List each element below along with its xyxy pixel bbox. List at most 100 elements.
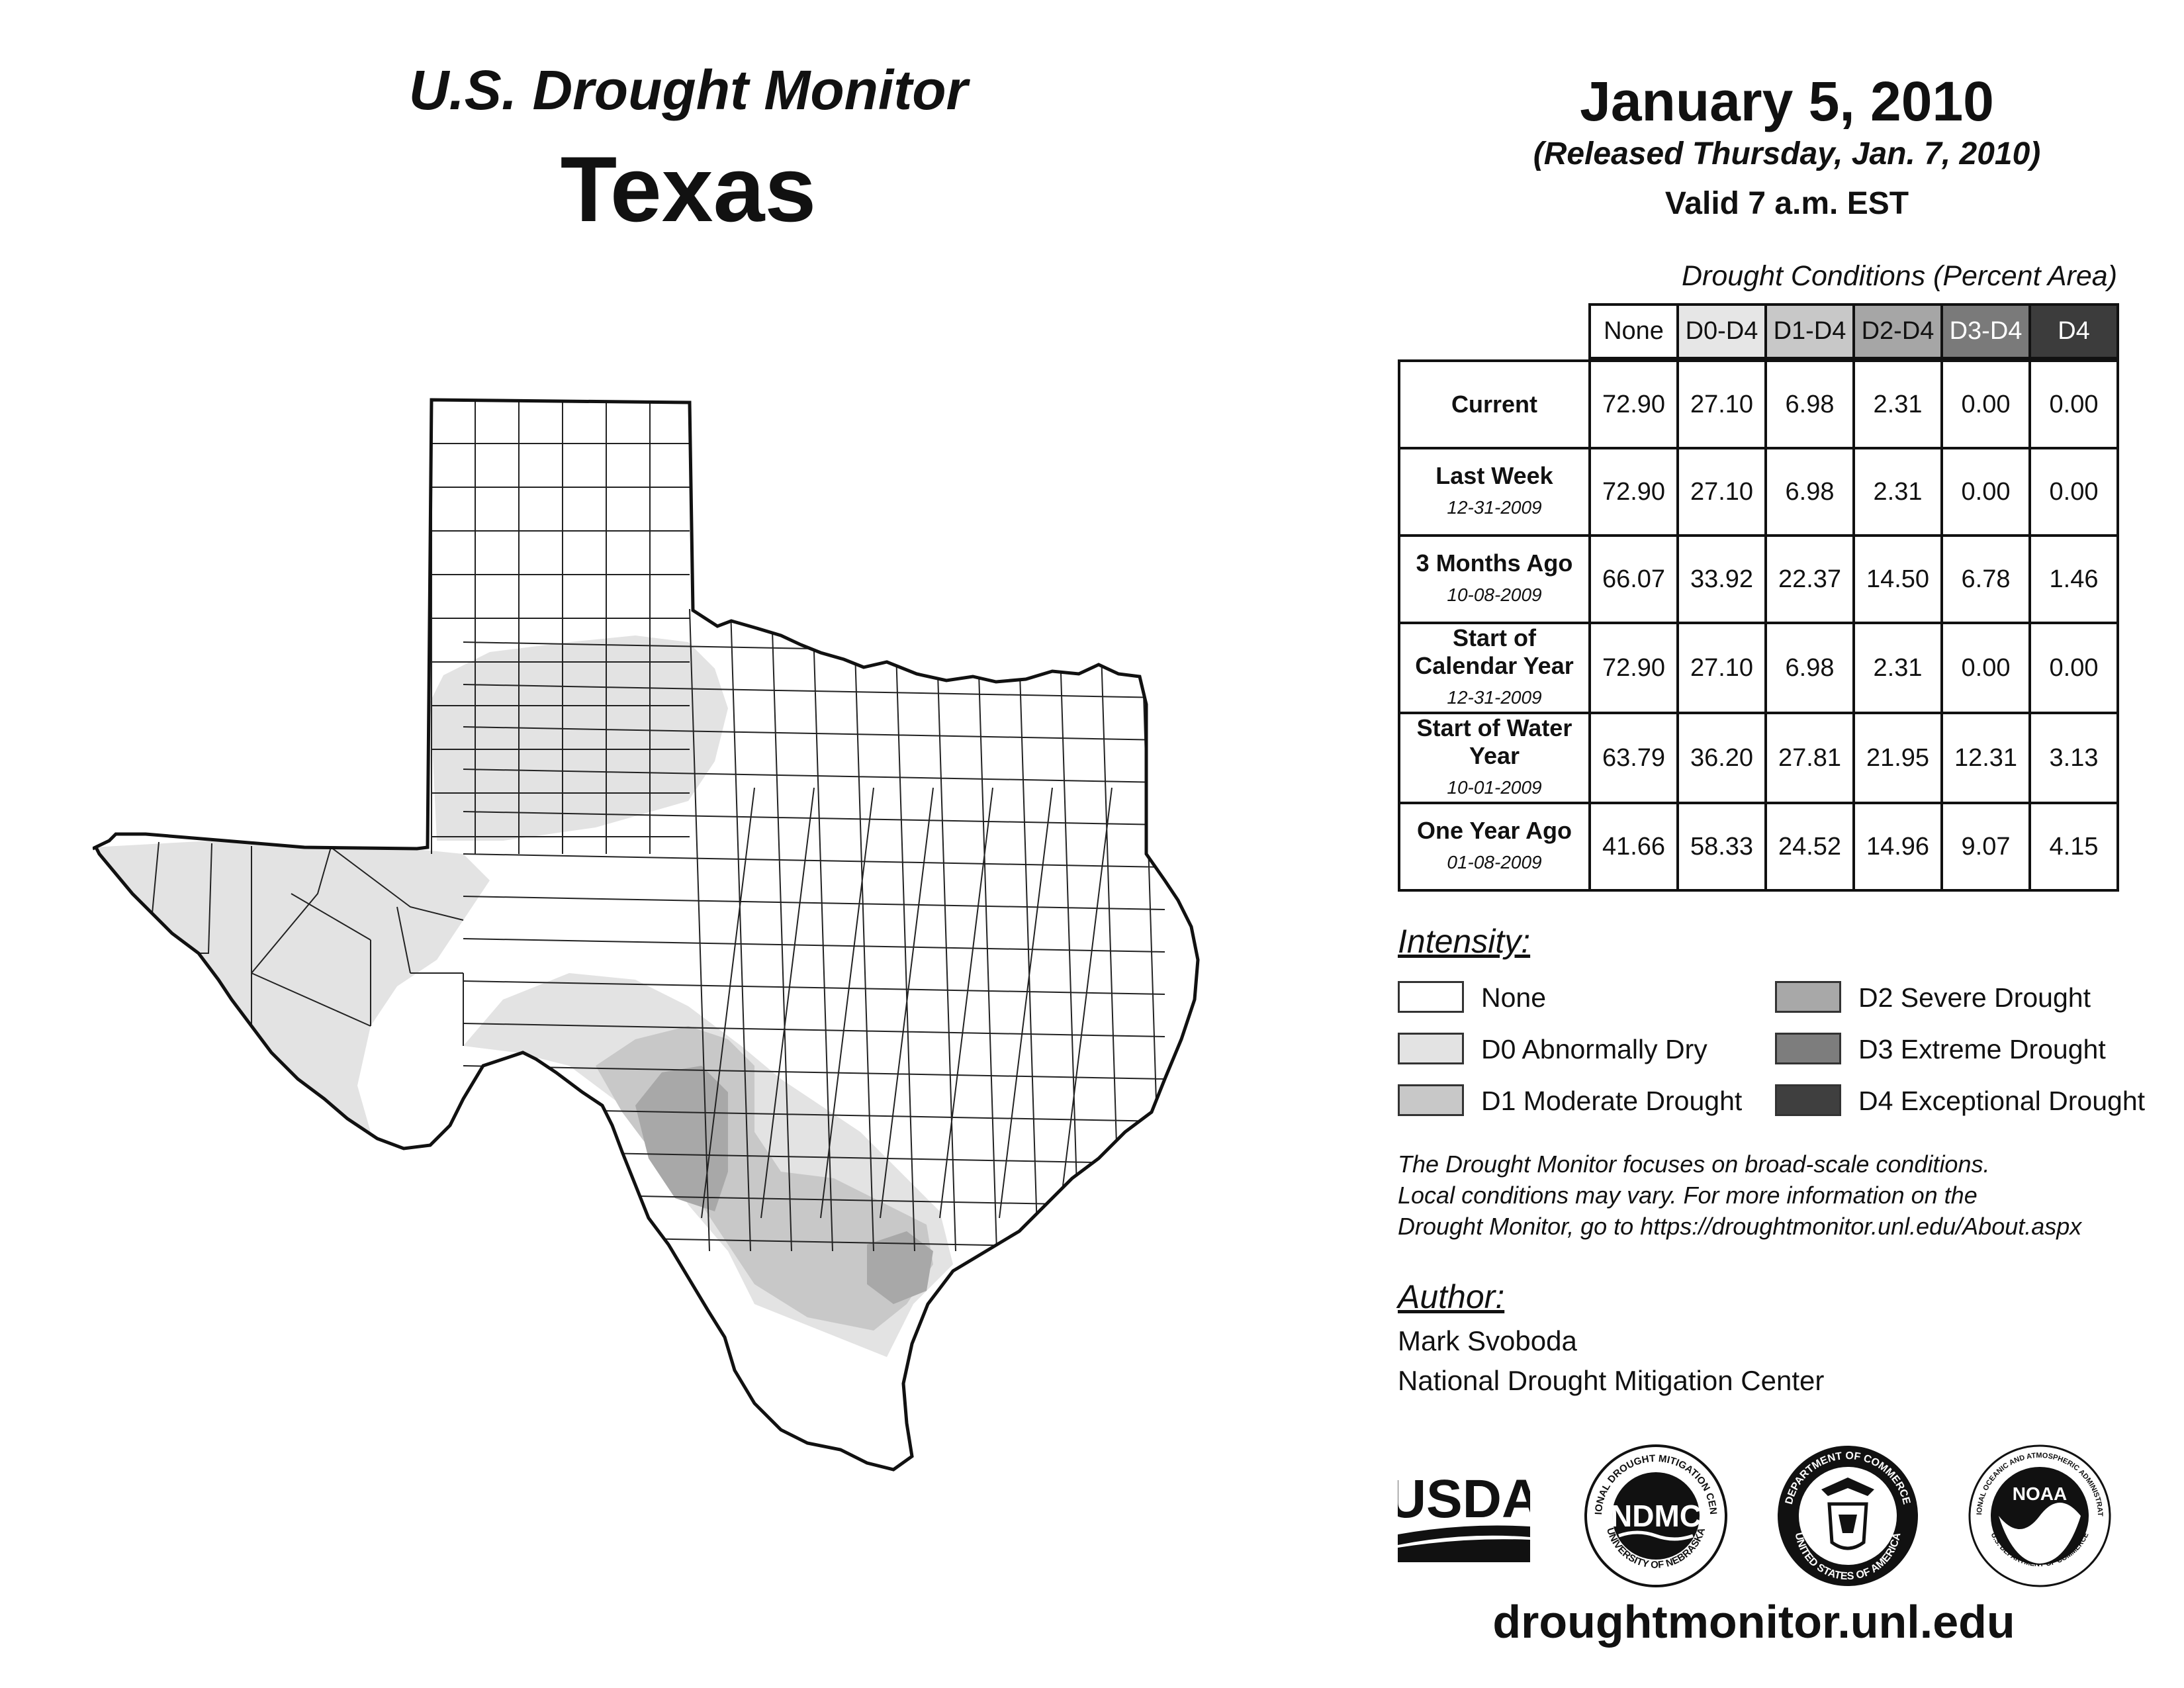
table-cell: 2.31 (1852, 359, 1943, 449)
legend-label-d4: D4 Exceptional Drought (1858, 1086, 2146, 1116)
table-cell: 27.81 (1764, 712, 1855, 804)
table-row: One Year Ago 01-08-2009 41.66 58.33 24.52 14.… (1398, 802, 2119, 892)
table-cell: 72.90 (1588, 359, 1679, 449)
col-header-d2-d4: D2-D4 (1852, 303, 1943, 359)
row-label: Start of Water Year 10-01-2009 (1398, 712, 1591, 804)
table-cell: 41.66 (1588, 802, 1679, 892)
ndmc-logo: NATIONAL DROUGHT MITIGATION CENTER UNIVE… (1583, 1443, 1727, 1587)
table-cell: 0.00 (2028, 359, 2119, 449)
row-label: Current (1398, 359, 1591, 449)
table-row: Last Week 12-31-2009 72.90 27.10 6.98 2.31 0.0… (1398, 447, 2119, 537)
table-cell: 2.31 (1852, 447, 1943, 537)
legend-swatch-d3 (1775, 1033, 1841, 1064)
map-date: January 5, 2010 (1580, 70, 1994, 132)
legend-swatch-none (1398, 981, 1464, 1013)
author-organization: National Drought Mitigation Center (1398, 1365, 1825, 1396)
table-cell: 33.92 (1676, 534, 1767, 624)
row-label-text: Start of Calendar Year (1415, 624, 1574, 679)
noaa-bird-icon (1999, 1503, 2081, 1564)
author-name: Mark Svoboda (1398, 1325, 1577, 1356)
noaa-logo-text: NOAA (2013, 1483, 2067, 1504)
usda-logo-text: USDA (1398, 1469, 1530, 1529)
table-cell: 27.10 (1676, 622, 1767, 714)
table-row: Current 72.90 27.10 6.98 2.31 0.00 0.00 (1398, 359, 2119, 449)
table-cell: 36.20 (1676, 712, 1767, 804)
eagle-icon (1821, 1477, 1874, 1496)
table-cell: 66.07 (1588, 534, 1679, 624)
legend-label-none: None (1481, 982, 1547, 1013)
table-cell: 0.00 (2028, 447, 2119, 537)
row-date: 01-08-2009 (1447, 852, 1542, 872)
table-row: 3 Months Ago 10-08-2009 66.07 33.92 22.37 14.… (1398, 534, 2119, 624)
note-line-3: Drought Monitor, go to https://droughtmo… (1398, 1213, 2082, 1240)
row-label-text: One Year Ago (1416, 817, 1572, 844)
valid-time: Valid 7 a.m. EST (1664, 186, 1909, 221)
col-header-d4: D4 (2028, 303, 2119, 359)
d0-panhandle-area (430, 635, 728, 841)
table-cell: 1.46 (2028, 534, 2119, 624)
table-row: Start of Calendar Year 12-31-2009 72.90 27.… (1398, 622, 2119, 714)
usda-logo: USDA (1398, 1469, 1530, 1562)
row-date: 10-01-2009 (1447, 777, 1542, 798)
table-row: Start of Water Year 10-01-2009 63.79 36.20 2… (1398, 712, 2119, 804)
table-cell: 6.98 (1764, 622, 1855, 714)
table-cell: 58.33 (1676, 802, 1767, 892)
col-header-d3-d4: D3-D4 (1940, 303, 2031, 359)
table-cell: 72.90 (1588, 622, 1679, 714)
trans-pecos-county-lines (152, 841, 464, 1053)
note-line-1: The Drought Monitor focuses on broad-sca… (1398, 1150, 1990, 1178)
table-cell: 27.10 (1676, 447, 1767, 537)
table-header-row: None D0-D4 D1-D4 D2-D4 D3-D4 D4 (1399, 303, 2119, 359)
table-cell: 9.07 (1940, 802, 2031, 892)
row-date: 10-08-2009 (1447, 585, 1542, 605)
legend-swatch-d2 (1775, 981, 1841, 1013)
table-cell: 63.79 (1588, 712, 1679, 804)
table-cell: 0.00 (1940, 622, 2031, 714)
row-label: 3 Months Ago 10-08-2009 (1398, 534, 1591, 624)
row-label: Start of Calendar Year 12-31-2009 (1398, 622, 1591, 714)
noaa-logo: NATIONAL OCEANIC AND ATMOSPHERIC ADMINIS… (1967, 1443, 2111, 1587)
d0-trans-pecos-area (93, 841, 490, 1132)
website-url: droughtmonitor.unl.edu (1492, 1596, 2015, 1648)
row-label: Last Week 12-31-2009 (1398, 447, 1591, 537)
product-title: U.S. Drought Monitor (408, 59, 968, 121)
table-cell: 6.98 (1764, 447, 1855, 537)
table-cell: 6.98 (1764, 359, 1855, 449)
table-corner (1399, 305, 1590, 358)
table-caption: Drought Conditions (Percent Area) (1681, 260, 2118, 292)
legend-swatch-d0 (1398, 1033, 1464, 1064)
table-cell: 2.31 (1852, 622, 1943, 714)
legend-label-d1: D1 Moderate Drought (1481, 1086, 1743, 1116)
table-cell: 24.52 (1764, 802, 1855, 892)
table-cell: 21.95 (1852, 712, 1943, 804)
table-cell: 72.90 (1588, 447, 1679, 537)
row-label: One Year Ago 01-08-2009 (1398, 802, 1591, 892)
row-date: 12-31-2009 (1447, 497, 1542, 518)
drought-shading (93, 635, 953, 1357)
legend-swatch-d1 (1398, 1084, 1464, 1116)
release-date: (Released Thursday, Jan. 7, 2010) (1533, 136, 2041, 171)
county-lines (152, 400, 1165, 1252)
col-header-d0-d4: D0-D4 (1676, 303, 1767, 359)
legend-label-d0: D0 Abnormally Dry (1481, 1034, 1707, 1064)
table-cell: 22.37 (1764, 534, 1855, 624)
table-cell: 27.10 (1676, 359, 1767, 449)
table-cell: 4.15 (2028, 802, 2119, 892)
table-cell: 12.31 (1940, 712, 2031, 804)
legend-label-d3: D3 Extreme Drought (1858, 1034, 2106, 1064)
author-title: Author: (1398, 1278, 1505, 1315)
row-label-text: Current (1451, 391, 1537, 418)
texas-drought-map (93, 391, 1304, 1549)
note-line-2: Local conditions may vary. For more info… (1398, 1182, 1978, 1209)
row-label-text: 3 Months Ago (1416, 549, 1573, 577)
table-cell: 0.00 (1940, 359, 2031, 449)
col-header-d1-d4: D1-D4 (1764, 303, 1855, 359)
table-cell: 0.00 (2028, 622, 2119, 714)
department-of-commerce-seal: DEPARTMENT OF COMMERCE UNITED STATES OF … (1778, 1446, 1918, 1586)
legend-label-d2: D2 Severe Drought (1858, 982, 2091, 1013)
d2-coastal-bend-area (867, 1231, 933, 1304)
table-cell: 3.13 (2028, 712, 2119, 804)
legend-swatch-d4 (1775, 1084, 1841, 1116)
county-grid-lines (431, 400, 1165, 1252)
row-label-text: Start of Water Year (1416, 714, 1572, 769)
